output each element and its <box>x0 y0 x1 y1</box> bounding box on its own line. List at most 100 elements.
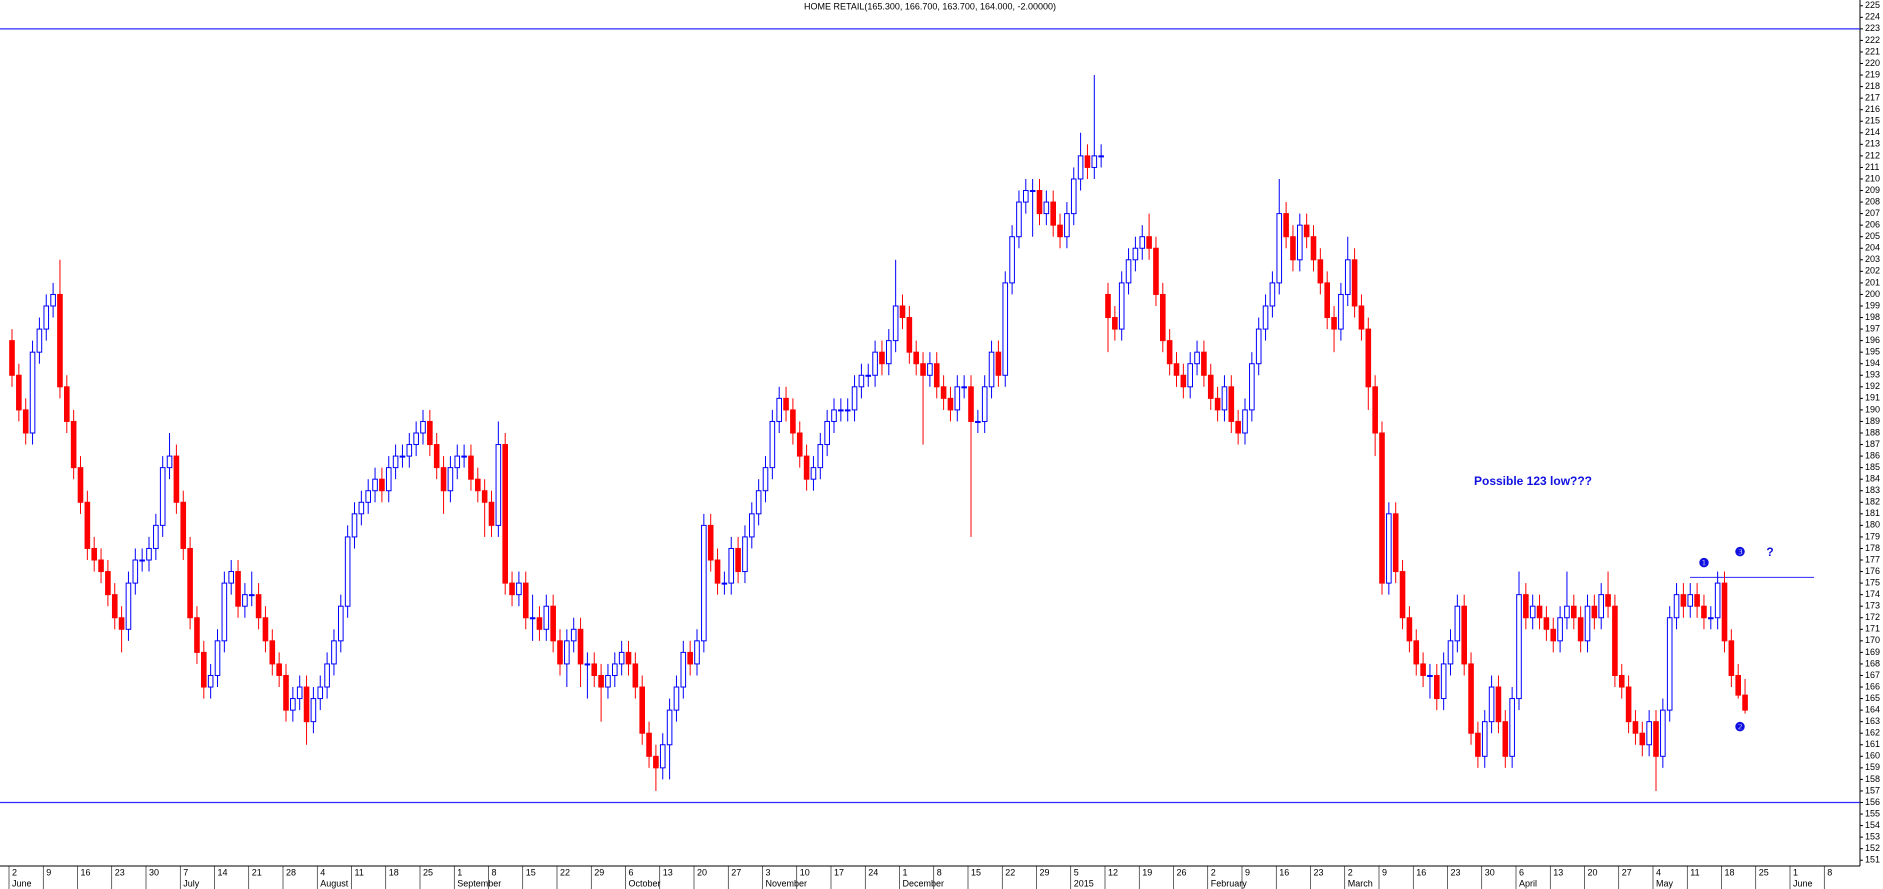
x-tick-label: 25 <box>1759 867 1769 877</box>
candle-body <box>557 640 563 665</box>
y-tick-label: 189 <box>1865 416 1880 426</box>
candle-body <box>1173 363 1180 376</box>
candle-body <box>1235 420 1241 434</box>
candle-body <box>1481 721 1488 757</box>
candle-body <box>283 674 289 711</box>
candle-body <box>1413 640 1420 665</box>
candle-body <box>995 351 1002 376</box>
candle-body <box>742 536 748 573</box>
month-label: August <box>320 878 349 888</box>
candle-body <box>1564 605 1570 619</box>
candle-body <box>762 467 769 492</box>
candle-body <box>975 420 981 423</box>
candle-body <box>1132 247 1139 261</box>
candle-body <box>865 374 872 377</box>
x-tick-label: 8 <box>937 867 942 877</box>
candle-body <box>310 698 317 723</box>
y-tick-label: 205 <box>1865 231 1880 241</box>
candle-body <box>1495 686 1502 723</box>
candle-body <box>1591 605 1598 619</box>
candle-body <box>228 571 234 584</box>
candle-body <box>1584 605 1591 642</box>
candle-body <box>1228 386 1235 422</box>
x-tick-label: 20 <box>697 867 707 877</box>
y-tick-label: 162 <box>1865 728 1880 738</box>
candle-body <box>29 351 36 434</box>
candle-body <box>1735 674 1742 696</box>
candle-body <box>714 559 721 584</box>
candle-body <box>886 340 892 365</box>
candle-body <box>1043 201 1050 215</box>
candle-body <box>1249 363 1255 411</box>
candle-body <box>365 490 371 503</box>
candle-body <box>707 524 714 561</box>
candle-body <box>248 594 255 597</box>
y-tick-label: 159 <box>1865 762 1880 772</box>
candle-body <box>1721 582 1728 642</box>
candle-body <box>1612 605 1618 676</box>
candle-body <box>844 409 851 412</box>
candle-body <box>1105 293 1111 319</box>
y-tick-label: 219 <box>1865 69 1880 79</box>
x-tick-label: 18 <box>1725 867 1735 877</box>
candle-body <box>1084 155 1091 168</box>
y-tick-label: 152 <box>1865 843 1880 853</box>
y-tick-label: 180 <box>1865 520 1880 530</box>
y-tick-label: 224 <box>1865 12 1880 22</box>
candle-body <box>1673 594 1680 619</box>
candle-body <box>351 513 358 538</box>
candle-body <box>372 478 378 492</box>
x-tick-label: 17 <box>834 867 844 877</box>
candle-body <box>1269 282 1276 307</box>
candle-body <box>790 409 796 434</box>
candle-body <box>1440 663 1447 700</box>
candle-body <box>954 386 961 411</box>
x-tick-label: 22 <box>1005 867 1015 877</box>
candle-body <box>769 420 776 469</box>
y-tick-label: 223 <box>1865 23 1880 33</box>
candle-body <box>687 651 693 665</box>
candle-body <box>550 605 556 642</box>
x-tick-label: 2 <box>1348 867 1353 877</box>
candle-body <box>509 582 515 596</box>
candle-body <box>43 305 50 330</box>
candle-body <box>399 455 406 458</box>
candle-body <box>1660 709 1666 757</box>
y-tick-label: 220 <box>1865 58 1880 68</box>
month-label: October <box>629 878 661 888</box>
candle-body <box>1297 224 1303 261</box>
candle-body <box>1632 721 1639 734</box>
candle-body <box>1166 340 1173 365</box>
candle-body <box>728 547 735 584</box>
month-label: November <box>766 878 808 888</box>
candle-body <box>1009 236 1015 284</box>
candle-body <box>1420 663 1426 676</box>
candle-body <box>1646 721 1652 746</box>
candle-body <box>968 386 974 422</box>
y-tick-label: 182 <box>1865 497 1880 507</box>
candle-body <box>1427 674 1433 677</box>
candle-body <box>1139 236 1146 249</box>
candle-body <box>1372 386 1378 434</box>
candle-body <box>1605 594 1611 607</box>
candle-body <box>269 640 276 665</box>
marker-question: ? <box>1766 545 1773 559</box>
candle-body <box>1406 617 1413 642</box>
candle-body <box>358 501 365 515</box>
candle-body <box>296 686 303 700</box>
y-tick-label: 167 <box>1865 670 1880 680</box>
chart-title: HOME RETAIL(165.300, 166.700, 163.700, 1… <box>804 1 1056 11</box>
x-tick-label: 9 <box>46 867 51 877</box>
candle-body <box>680 651 687 688</box>
y-tick-label: 207 <box>1865 208 1880 218</box>
x-tick-label: 27 <box>1622 867 1632 877</box>
candle-body <box>488 501 495 526</box>
candle-body <box>1625 686 1632 723</box>
candle-body <box>1201 351 1207 376</box>
y-tick-label: 153 <box>1865 832 1880 842</box>
y-tick-label: 208 <box>1865 196 1880 206</box>
candle-body <box>783 397 789 411</box>
y-tick-label: 161 <box>1865 739 1880 749</box>
x-tick-label: 2 <box>1211 867 1216 877</box>
y-tick-label: 175 <box>1865 577 1880 587</box>
